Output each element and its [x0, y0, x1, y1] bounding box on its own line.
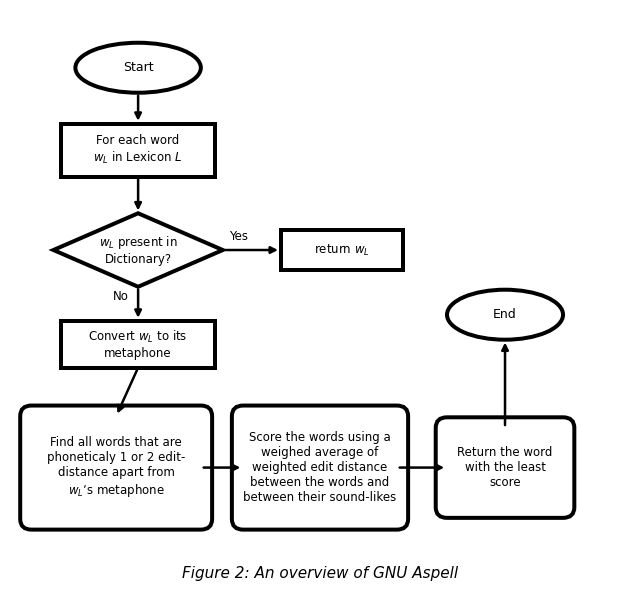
Text: Return the word
with the least
score: Return the word with the least score [458, 446, 553, 489]
Text: Figure 2: An overview of GNU Aspell: Figure 2: An overview of GNU Aspell [182, 566, 458, 581]
Text: Convert $w_L$ to its
metaphone: Convert $w_L$ to its metaphone [88, 329, 188, 359]
Text: Start: Start [123, 61, 154, 74]
Text: Find all words that are
phoneticaly 1 or 2 edit-
distance apart from
$w_L$’s met: Find all words that are phoneticaly 1 or… [47, 436, 186, 499]
Text: End: End [493, 308, 517, 321]
Text: For each word
$w_L$ in Lexicon $L$: For each word $w_L$ in Lexicon $L$ [93, 134, 183, 166]
Text: return $w_L$: return $w_L$ [314, 242, 370, 257]
Text: No: No [113, 290, 129, 303]
Text: Score the words using a
weighed average of
weighted edit distance
between the wo: Score the words using a weighed average … [243, 431, 397, 504]
Text: $w_L$ present in
Dictionary?: $w_L$ present in Dictionary? [99, 234, 177, 266]
Text: Yes: Yes [229, 230, 248, 243]
